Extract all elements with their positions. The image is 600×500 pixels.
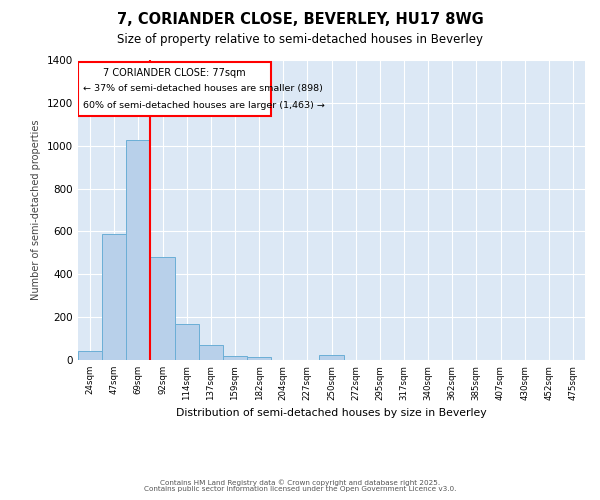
- Bar: [319, 354, 344, 360]
- X-axis label: Distribution of semi-detached houses by size in Beverley: Distribution of semi-detached houses by …: [176, 408, 487, 418]
- Text: Contains HM Land Registry data © Crown copyright and database right 2025.
Contai: Contains HM Land Registry data © Crown c…: [144, 479, 456, 492]
- FancyBboxPatch shape: [78, 62, 271, 116]
- Y-axis label: Number of semi-detached properties: Number of semi-detached properties: [31, 120, 41, 300]
- Text: 7 CORIANDER CLOSE: 77sqm: 7 CORIANDER CLOSE: 77sqm: [103, 68, 246, 78]
- Bar: [199, 345, 223, 360]
- Bar: [247, 357, 271, 360]
- Text: Size of property relative to semi-detached houses in Beverley: Size of property relative to semi-detach…: [117, 32, 483, 46]
- Text: 7, CORIANDER CLOSE, BEVERLEY, HU17 8WG: 7, CORIANDER CLOSE, BEVERLEY, HU17 8WG: [116, 12, 484, 28]
- Bar: [78, 352, 102, 360]
- Bar: [126, 140, 151, 360]
- Bar: [151, 257, 175, 360]
- Bar: [175, 324, 199, 360]
- Text: 60% of semi-detached houses are larger (1,463) →: 60% of semi-detached houses are larger (…: [83, 100, 325, 110]
- Text: ← 37% of semi-detached houses are smaller (898): ← 37% of semi-detached houses are smalle…: [83, 84, 323, 92]
- Bar: [102, 234, 126, 360]
- Bar: [223, 356, 247, 360]
